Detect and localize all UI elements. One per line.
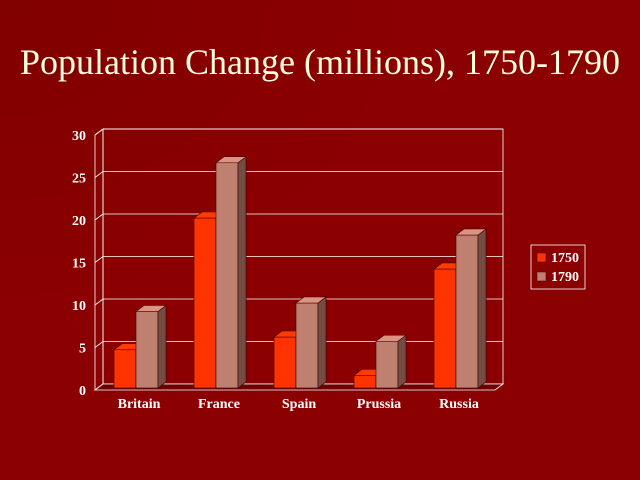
y-tick-label: 10 bbox=[72, 299, 86, 314]
x-tick-label: Russia bbox=[439, 397, 479, 412]
slide-title: Population Change (millions), 1750-1790 bbox=[20, 42, 620, 82]
bar-britain-1790 bbox=[135, 304, 167, 389]
y-tick-label: 25 bbox=[72, 172, 86, 187]
bar-prussia-1790 bbox=[375, 334, 407, 389]
legend-label-1750: 1750 bbox=[551, 251, 579, 266]
gridline-side bbox=[94, 298, 104, 306]
gridline-side bbox=[94, 341, 104, 348]
y-tick-label: 15 bbox=[72, 257, 86, 272]
y-tick-label: 0 bbox=[79, 384, 86, 399]
y-tick-label: 30 bbox=[72, 129, 86, 144]
legend: 1750 1790 bbox=[530, 244, 586, 290]
bar-russia-1790 bbox=[455, 228, 487, 389]
y-tick-label: 5 bbox=[79, 342, 86, 357]
legend-box bbox=[530, 244, 586, 290]
x-tick-label: Britain bbox=[118, 397, 161, 412]
x-tick-label: Spain bbox=[282, 397, 316, 412]
legend-label-1790: 1790 bbox=[551, 270, 579, 285]
label-layer: 0 5 10 15 20 25 30 Britain France Spain Prussia Rus… bbox=[72, 129, 479, 412]
gridline-side bbox=[94, 213, 104, 221]
bar-spain-1790 bbox=[295, 296, 327, 389]
gridline-side bbox=[94, 128, 104, 136]
legend-swatch-1750 bbox=[536, 252, 547, 263]
y-tick-label: 20 bbox=[72, 214, 86, 229]
x-tick-label: Prussia bbox=[357, 397, 401, 412]
bar-france-1790 bbox=[215, 156, 247, 389]
x-tick-label: France bbox=[198, 397, 240, 412]
legend-swatch-1790 bbox=[536, 271, 547, 282]
bar-layer bbox=[113, 156, 487, 389]
gridline-side bbox=[94, 256, 104, 263]
gridline-side bbox=[94, 171, 104, 178]
